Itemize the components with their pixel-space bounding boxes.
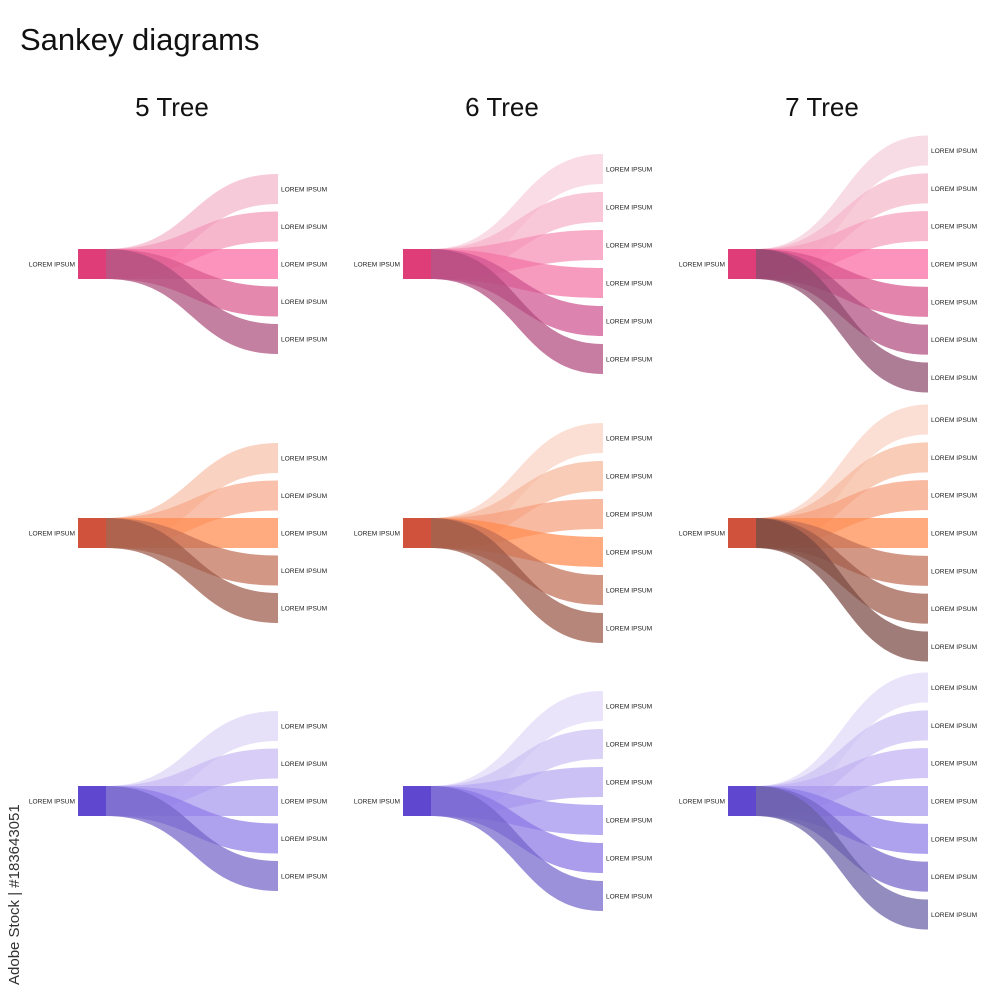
target-label: LOREM IPSUM (606, 704, 652, 711)
sankey-flow-band (431, 249, 603, 374)
sankey-flow-band (106, 249, 278, 354)
column-title-5-tree: 5 Tree (135, 92, 209, 122)
target-label: LOREM IPSUM (281, 187, 327, 194)
target-label: LOREM IPSUM (931, 799, 977, 806)
column-title-7-tree: 7 Tree (785, 92, 859, 122)
target-label: LOREM IPSUM (281, 606, 327, 613)
sankey-flow-band (106, 786, 278, 891)
target-label: LOREM IPSUM (931, 493, 977, 500)
target-label: LOREM IPSUM (931, 531, 977, 538)
page-title: Sankey diagrams (20, 22, 260, 57)
sankey-source-node (403, 518, 431, 548)
target-label: LOREM IPSUM (606, 856, 652, 863)
target-label: LOREM IPSUM (606, 626, 652, 633)
target-label: LOREM IPSUM (606, 550, 652, 557)
sankey-source-node (728, 786, 756, 816)
target-label: LOREM IPSUM (606, 742, 652, 749)
target-label: LOREM IPSUM (606, 894, 652, 901)
sankey-source-node (728, 518, 756, 548)
target-label: LOREM IPSUM (281, 531, 327, 538)
target-label: LOREM IPSUM (606, 780, 652, 787)
sankey-source-node (728, 249, 756, 279)
sankey-pink-7-tree: LOREM IPSUM LOREM IPSUM LOREM IPSUM LOREM I… (679, 135, 977, 393)
source-label: LOREM IPSUM (679, 799, 725, 806)
source-label: LOREM IPSUM (354, 531, 400, 538)
target-label: LOREM IPSUM (931, 685, 977, 692)
target-label: LOREM IPSUM (931, 148, 977, 155)
target-label: LOREM IPSUM (931, 337, 977, 344)
target-label: LOREM IPSUM (281, 337, 327, 344)
sankey-flow-band (106, 518, 278, 623)
target-label: LOREM IPSUM (606, 357, 652, 364)
target-label: LOREM IPSUM (931, 568, 977, 575)
source-label: LOREM IPSUM (679, 262, 725, 269)
sankey-source-node (403, 786, 431, 816)
sankey-purple-7-tree: LOREM IPSUM LOREM IPSUM LOREM IPSUM LOREM I… (679, 672, 977, 930)
target-label: LOREM IPSUM (931, 375, 977, 382)
target-label: LOREM IPSUM (931, 761, 977, 768)
target-label: LOREM IPSUM (281, 224, 327, 231)
sankey-flow-band (431, 518, 603, 643)
target-label: LOREM IPSUM (606, 474, 652, 481)
target-label: LOREM IPSUM (931, 723, 977, 730)
target-label: LOREM IPSUM (931, 299, 977, 306)
sankey-source-node (403, 249, 431, 279)
target-label: LOREM IPSUM (281, 262, 327, 269)
sankey-purple-5-tree: LOREM IPSUM LOREM IPSUM LOREM IPSUM LOREM I… (29, 711, 327, 891)
target-label: LOREM IPSUM (281, 299, 327, 306)
target-label: LOREM IPSUM (606, 319, 652, 326)
target-label: LOREM IPSUM (281, 799, 327, 806)
source-label: LOREM IPSUM (29, 799, 75, 806)
source-label: LOREM IPSUM (29, 531, 75, 538)
sankey-purple-6-tree: LOREM IPSUM LOREM IPSUM LOREM IPSUM LOREM I… (354, 691, 652, 911)
target-label: LOREM IPSUM (931, 455, 977, 462)
sankey-orange-7-tree: LOREM IPSUM LOREM IPSUM LOREM IPSUM LOREM I… (679, 404, 977, 662)
target-label: LOREM IPSUM (281, 568, 327, 575)
sankey-source-node (78, 786, 106, 816)
target-label: LOREM IPSUM (931, 606, 977, 613)
sankey-orange-5-tree: LOREM IPSUM LOREM IPSUM LOREM IPSUM LOREM I… (29, 443, 327, 623)
target-label: LOREM IPSUM (931, 836, 977, 843)
sankey-flow-band (431, 786, 603, 911)
sankey-flow-band (756, 786, 928, 930)
column-title-6-tree: 6 Tree (465, 92, 539, 122)
target-label: LOREM IPSUM (931, 874, 977, 881)
stock-watermark: Adobe Stock | #183643051 (6, 804, 23, 985)
target-label: LOREM IPSUM (281, 456, 327, 463)
target-label: LOREM IPSUM (281, 761, 327, 768)
target-label: LOREM IPSUM (281, 493, 327, 500)
target-label: LOREM IPSUM (281, 874, 327, 881)
target-label: LOREM IPSUM (606, 281, 652, 288)
sankey-pink-5-tree: LOREM IPSUM LOREM IPSUM LOREM IPSUM LOREM I… (29, 174, 327, 354)
target-label: LOREM IPSUM (606, 243, 652, 250)
sankey-source-node (78, 518, 106, 548)
target-label: LOREM IPSUM (931, 417, 977, 424)
sankey-flow-band (756, 518, 928, 662)
target-label: LOREM IPSUM (606, 588, 652, 595)
target-label: LOREM IPSUM (606, 436, 652, 443)
sankey-flow-band (756, 249, 928, 393)
target-label: LOREM IPSUM (931, 224, 977, 231)
target-label: LOREM IPSUM (931, 186, 977, 193)
source-label: LOREM IPSUM (354, 262, 400, 269)
target-label: LOREM IPSUM (606, 167, 652, 174)
source-label: LOREM IPSUM (29, 262, 75, 269)
target-label: LOREM IPSUM (931, 262, 977, 269)
target-label: LOREM IPSUM (931, 644, 977, 651)
source-label: LOREM IPSUM (679, 531, 725, 538)
target-label: LOREM IPSUM (931, 912, 977, 919)
source-label: LOREM IPSUM (354, 799, 400, 806)
sankey-pink-6-tree: LOREM IPSUM LOREM IPSUM LOREM IPSUM LOREM I… (354, 154, 652, 374)
sankey-source-node (78, 249, 106, 279)
target-label: LOREM IPSUM (606, 205, 652, 212)
sankey-orange-6-tree: LOREM IPSUM LOREM IPSUM LOREM IPSUM LOREM I… (354, 423, 652, 643)
target-label: LOREM IPSUM (606, 818, 652, 825)
target-label: LOREM IPSUM (606, 512, 652, 519)
target-label: LOREM IPSUM (281, 836, 327, 843)
target-label: LOREM IPSUM (281, 724, 327, 731)
